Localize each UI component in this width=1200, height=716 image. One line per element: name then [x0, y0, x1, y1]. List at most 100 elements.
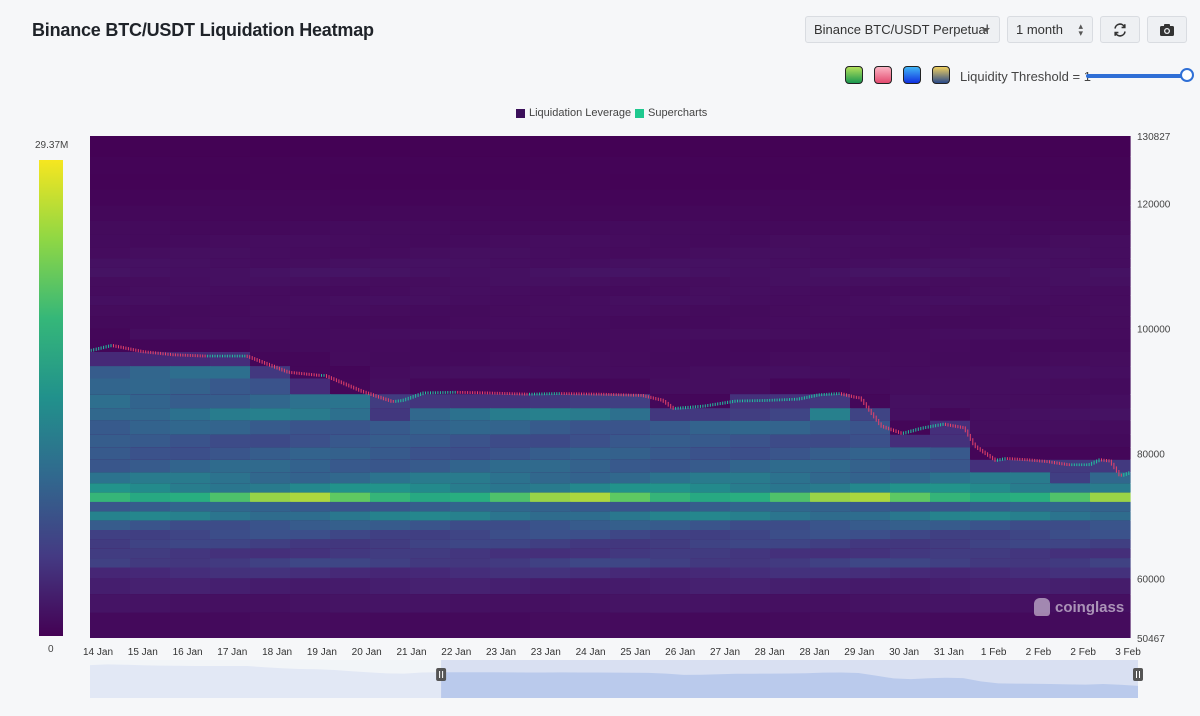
heatmap-cell	[1050, 267, 1091, 278]
heatmap-cell	[490, 483, 531, 493]
heatmap-cell	[850, 189, 891, 206]
heatmap-cell	[730, 366, 771, 379]
heatmap-cell	[250, 339, 291, 352]
heatmap-cell	[730, 408, 771, 421]
threshold-slider-handle[interactable]	[1180, 68, 1194, 82]
heatmap-cell	[770, 548, 811, 559]
heatmap-cell	[90, 339, 131, 352]
palette-magma-button[interactable]	[874, 66, 892, 84]
heatmap-cell	[610, 277, 651, 287]
heatmap-cell	[850, 247, 891, 259]
heatmap-cell	[850, 434, 891, 448]
heatmap-cell	[690, 247, 731, 259]
heatmap-cell	[570, 234, 611, 248]
threshold-slider-track[interactable]	[1086, 74, 1188, 78]
heatmap-cell	[730, 277, 771, 287]
heatmap-cell	[890, 267, 931, 278]
heatmap-cell	[970, 352, 1011, 367]
x-tick-label: 23 Jan	[486, 647, 516, 658]
heatmap-cell	[970, 492, 1011, 502]
heatmap-cell	[610, 578, 651, 594]
legend-item-liquidation-leverage[interactable]: Liquidation Leverage	[516, 107, 631, 119]
heatmap-cell	[1050, 378, 1091, 395]
heatmap-cell	[850, 539, 891, 549]
pair-select[interactable]: Binance BTC/USDT Perpetual	[805, 16, 1000, 43]
heatmap-cell	[90, 612, 131, 638]
heatmap-cell	[90, 205, 131, 221]
heatmap-cell	[250, 472, 291, 484]
heatmap-cell	[450, 539, 491, 549]
camera-icon	[1160, 23, 1174, 36]
heatmap-cell	[130, 394, 171, 409]
time-range-select[interactable]: 1 month ▴ ▾	[1007, 16, 1093, 43]
heatmap-cell	[410, 378, 451, 395]
heatmap-cell	[850, 420, 891, 435]
heatmap-cell	[730, 434, 771, 448]
heatmap-cell	[330, 548, 371, 559]
palette-cividis-button[interactable]	[932, 66, 950, 84]
heatmap-cell	[210, 205, 251, 221]
heatmap-cell	[930, 539, 971, 549]
heatmap-cell	[170, 339, 211, 352]
heatmap-cell	[490, 434, 531, 448]
screenshot-button[interactable]	[1147, 16, 1187, 43]
heatmap-cell	[130, 558, 171, 568]
heatmap-cell	[90, 378, 131, 395]
heatmap-cell	[1050, 305, 1091, 316]
refresh-button[interactable]	[1100, 16, 1140, 43]
heatmap-cell	[450, 447, 491, 460]
heatmap-cell	[850, 316, 891, 329]
heatmap-cell	[290, 258, 331, 268]
heatmap-cell	[570, 459, 611, 473]
heatmap-cell	[90, 286, 131, 296]
range-navigator-window[interactable]	[441, 660, 1139, 698]
heatmap-cell	[1090, 277, 1131, 287]
heatmap-cell	[170, 520, 211, 531]
heatmap-cell	[450, 305, 491, 316]
heatmap-cell	[850, 594, 891, 613]
heatmap-cell	[610, 378, 651, 395]
heatmap-cell	[530, 459, 571, 473]
range-end-handle[interactable]	[1133, 668, 1143, 681]
heatmap-cell	[610, 339, 651, 352]
legend-item-supercharts[interactable]: Supercharts	[635, 107, 707, 119]
heatmap-cell	[1010, 501, 1051, 512]
heatmap-cell	[250, 539, 291, 549]
heatmap-cell	[1090, 447, 1131, 460]
heatmap-cell	[210, 378, 251, 395]
heatmap-cell	[330, 420, 371, 435]
heatmap-cell	[970, 258, 1011, 268]
heatmap-cell	[370, 234, 411, 248]
heatmap-cell	[490, 136, 531, 157]
heatmap-cell	[610, 136, 651, 157]
x-tick-label: 1 Feb	[981, 647, 1007, 658]
heatmap-cell	[210, 286, 251, 296]
heatmap-cell	[1010, 394, 1051, 409]
heatmap-cell	[530, 511, 571, 521]
legend-swatch	[635, 108, 644, 118]
heatmap-cell	[810, 189, 851, 206]
range-start-handle[interactable]	[436, 668, 447, 681]
heatmap-cell	[170, 394, 211, 409]
heatmap-cell	[610, 220, 651, 235]
heatmap-cell	[650, 234, 691, 248]
heatmap-cell	[930, 220, 971, 235]
heatmap-cell	[970, 501, 1011, 512]
palette-blue-button[interactable]	[903, 66, 921, 84]
heatmap-cell	[810, 174, 851, 190]
palette-viridis-button[interactable]	[845, 66, 863, 84]
heatmap-cell	[370, 220, 411, 235]
heatmap-cell	[650, 366, 691, 379]
heatmap-cell	[370, 277, 411, 287]
heatmap-cell	[650, 295, 691, 306]
heatmap-cell	[290, 447, 331, 460]
heatmap-cell	[250, 174, 291, 190]
heatmap-cell	[610, 558, 651, 568]
heatmap-cell	[210, 594, 251, 613]
heatmap-cell	[290, 594, 331, 613]
heatmap-cell	[1050, 328, 1091, 340]
heatmap-cell	[370, 305, 411, 316]
heatmap-cell	[410, 539, 451, 549]
heatmap-cell	[850, 578, 891, 594]
